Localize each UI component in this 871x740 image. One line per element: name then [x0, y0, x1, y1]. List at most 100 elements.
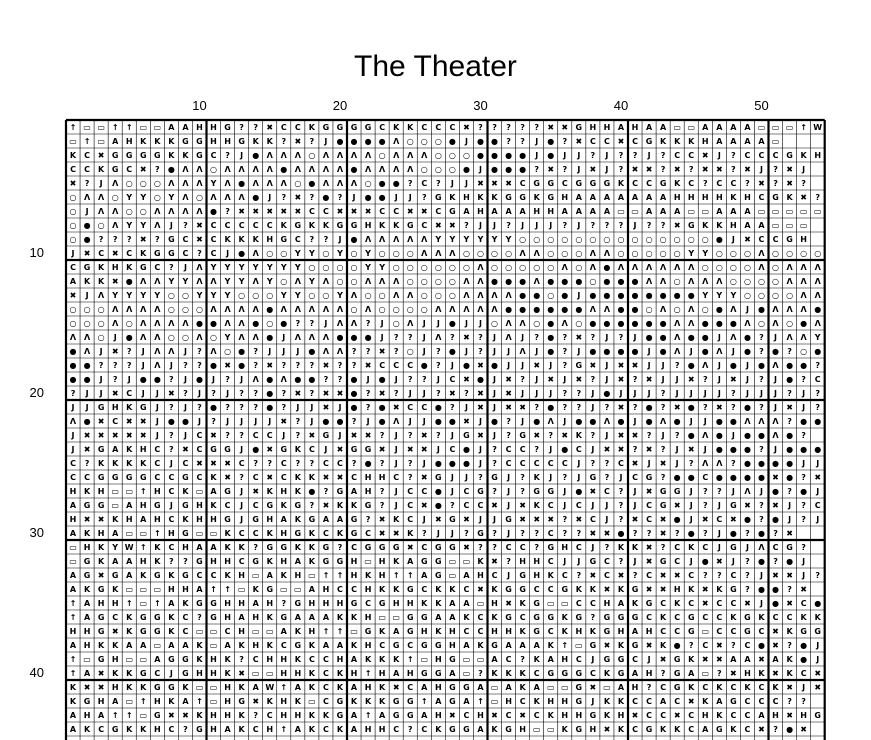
pattern-cell: ✖ [435, 515, 442, 524]
pattern-cell: K [112, 585, 119, 594]
pattern-cell: Λ [253, 305, 260, 314]
pattern-cell: ● [519, 165, 526, 174]
pattern-cell: J [745, 305, 749, 314]
pattern-cell: ? [295, 417, 300, 426]
row-number-label: 10 [30, 245, 44, 260]
pattern-cell: ▭ [547, 725, 555, 734]
pattern-cell: ● [632, 305, 639, 314]
pattern-cell: A [182, 641, 189, 650]
pattern-cell: ? [253, 389, 258, 398]
pattern-cell: ? [745, 179, 750, 188]
pattern-cell: A [646, 193, 653, 202]
pattern-cell: ▭ [308, 697, 316, 706]
pattern-cell: G [533, 179, 540, 188]
pattern-cell: J [85, 207, 89, 216]
pattern-cell: J [436, 529, 440, 538]
pattern-cell: ▭ [125, 487, 133, 496]
pattern-cell: ✖ [702, 151, 709, 160]
pattern-cell: ? [689, 459, 694, 468]
pattern-cell: Λ [590, 249, 597, 258]
pattern-cell: G [632, 641, 639, 650]
pattern-cell: G [98, 655, 105, 664]
pattern-cell: G [280, 543, 287, 552]
pattern-cell: A [140, 641, 147, 650]
pattern-cell: ? [661, 473, 666, 482]
pattern-cell: ● [646, 333, 653, 342]
pattern-cell: C [253, 431, 259, 440]
pattern-cell: ● [617, 277, 624, 286]
pattern-cell: ○ [800, 347, 807, 356]
pattern-cell: Λ [520, 319, 527, 328]
pattern-cell: C [463, 627, 469, 636]
pattern-cell: ✖ [196, 235, 203, 244]
pattern-cell: ✖ [84, 445, 91, 454]
pattern-cell: J [689, 501, 693, 510]
pattern-cell: H [463, 193, 470, 202]
pattern-cell: ○ [449, 263, 456, 272]
pattern-cell: ● [547, 403, 554, 412]
pattern-cell: ▭ [800, 207, 808, 216]
pattern-cell: C [716, 179, 722, 188]
pattern-cell: J [633, 333, 637, 342]
pattern-cell: ○ [224, 347, 231, 356]
pattern-cell: ✖ [477, 389, 484, 398]
pattern-cell: J [562, 151, 566, 160]
pattern-cell: ✖ [674, 711, 681, 720]
pattern-cell: ✖ [98, 431, 105, 440]
pattern-cell: G [505, 613, 512, 622]
pattern-cell: ● [435, 403, 442, 412]
pattern-cell: ↑ [196, 697, 203, 706]
pattern-cell: H [210, 137, 217, 146]
pattern-cell: K [351, 641, 358, 650]
pattern-cell: K [351, 697, 358, 706]
pattern-cell: ▭ [97, 123, 105, 132]
pattern-cell: H [618, 627, 625, 636]
pattern-cell: ? [619, 501, 624, 510]
pattern-cell: ● [435, 417, 442, 426]
pattern-cell: Λ [604, 249, 611, 258]
pattern-cell: A [505, 207, 512, 216]
pattern-cell: Λ [140, 305, 147, 314]
pattern-cell: ● [308, 487, 315, 496]
pattern-cell: A [730, 655, 737, 664]
pattern-cell: ○ [589, 277, 596, 286]
pattern-cell: G [744, 613, 751, 622]
pattern-cell: G [786, 235, 793, 244]
pattern-cell: J [647, 459, 651, 468]
pattern-cell: J [773, 375, 777, 384]
pattern-cell: ✖ [800, 193, 807, 202]
pattern-cell: H [800, 711, 807, 720]
pattern-cell: ● [519, 291, 526, 300]
pattern-cell: Υ [224, 291, 231, 300]
pattern-cell: A [618, 193, 625, 202]
pattern-cell: ● [814, 445, 821, 454]
pattern-cell: J [394, 445, 398, 454]
pattern-cell: A [295, 725, 302, 734]
pattern-cell: K [112, 641, 119, 650]
pattern-cell: G [618, 669, 625, 678]
pattern-cell: ✖ [266, 445, 273, 454]
pattern-cell: K [491, 613, 498, 622]
pattern-cell: Λ [224, 165, 231, 174]
pattern-cell: G [576, 179, 583, 188]
pattern-cell: ● [758, 431, 765, 440]
pattern-cell: Υ [125, 193, 132, 202]
pattern-cell: J [267, 417, 271, 426]
pattern-cell: ✖ [140, 417, 147, 426]
pattern-cell: ? [127, 361, 132, 370]
pattern-cell: J [520, 389, 524, 398]
pattern-cell: K [520, 627, 527, 636]
pattern-cell: ● [477, 137, 484, 146]
pattern-cell: ○ [533, 263, 540, 272]
pattern-cell: K [98, 641, 105, 650]
pattern-cell: ? [605, 459, 610, 468]
pattern-cell: A [646, 123, 653, 132]
pattern-cell: ○ [266, 249, 273, 258]
pattern-cell: ● [744, 445, 751, 454]
pattern-cell: ✖ [519, 515, 526, 524]
pattern-cell: G [786, 543, 793, 552]
pattern-cell: ○ [547, 291, 554, 300]
pattern-cell: K [140, 137, 147, 146]
pattern-cell: ✖ [126, 417, 133, 426]
pattern-cell: K [716, 711, 723, 720]
